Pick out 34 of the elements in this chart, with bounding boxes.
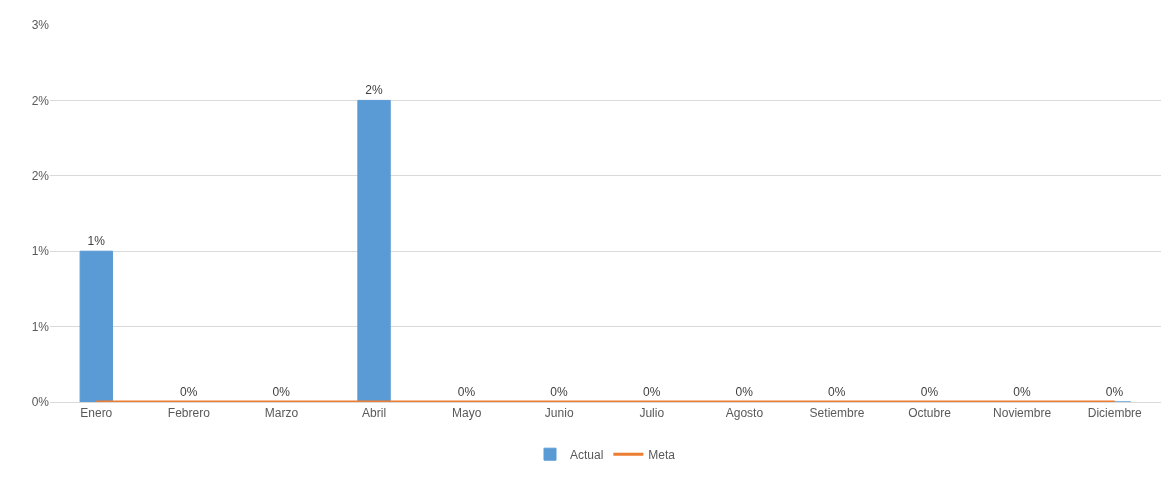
y-tick-label: 2% [31,169,50,183]
data-label: 0% [735,385,754,399]
y-tick-label: 0% [31,395,50,410]
data-label: 0% [180,385,198,399]
y-tick-label: 3% [31,18,50,33]
data-label: 2% [365,83,383,98]
x-tick-label: Setiembre [809,406,865,421]
x-tick-label: Febrero [167,406,211,421]
x-tick-label: Enero [80,406,113,421]
bar [79,250,113,402]
y-tick-label: 2% [31,93,50,108]
x-tick-label: Marzo [264,406,299,421]
x-tick-label: Octubre [908,406,952,421]
legend-label: Actual [570,447,604,462]
y-tick-label: 1% [31,319,50,334]
data-label: 1% [87,234,106,249]
x-tick-label: Abril [362,406,387,421]
data-label: 0% [272,385,291,399]
data-label: 0% [550,385,569,399]
data-label: 0% [828,385,846,399]
x-tick-label: Julio [639,406,665,421]
legend-label: Meta [648,447,676,462]
data-label: 0% [1013,385,1031,399]
x-tick-label: Mayo [451,406,482,421]
data-label: 0% [642,385,661,399]
y-tick-label: 1% [31,244,50,259]
x-tick-label: Junio [544,406,574,421]
data-label: 0% [920,385,939,399]
x-tick-label: Agosto [725,406,764,421]
bar [357,99,391,402]
data-label: 0% [1105,385,1124,399]
x-tick-label: Diciembre [1087,406,1143,421]
data-label: 0% [457,385,476,399]
x-tick-label: Noviembre [993,406,1052,421]
